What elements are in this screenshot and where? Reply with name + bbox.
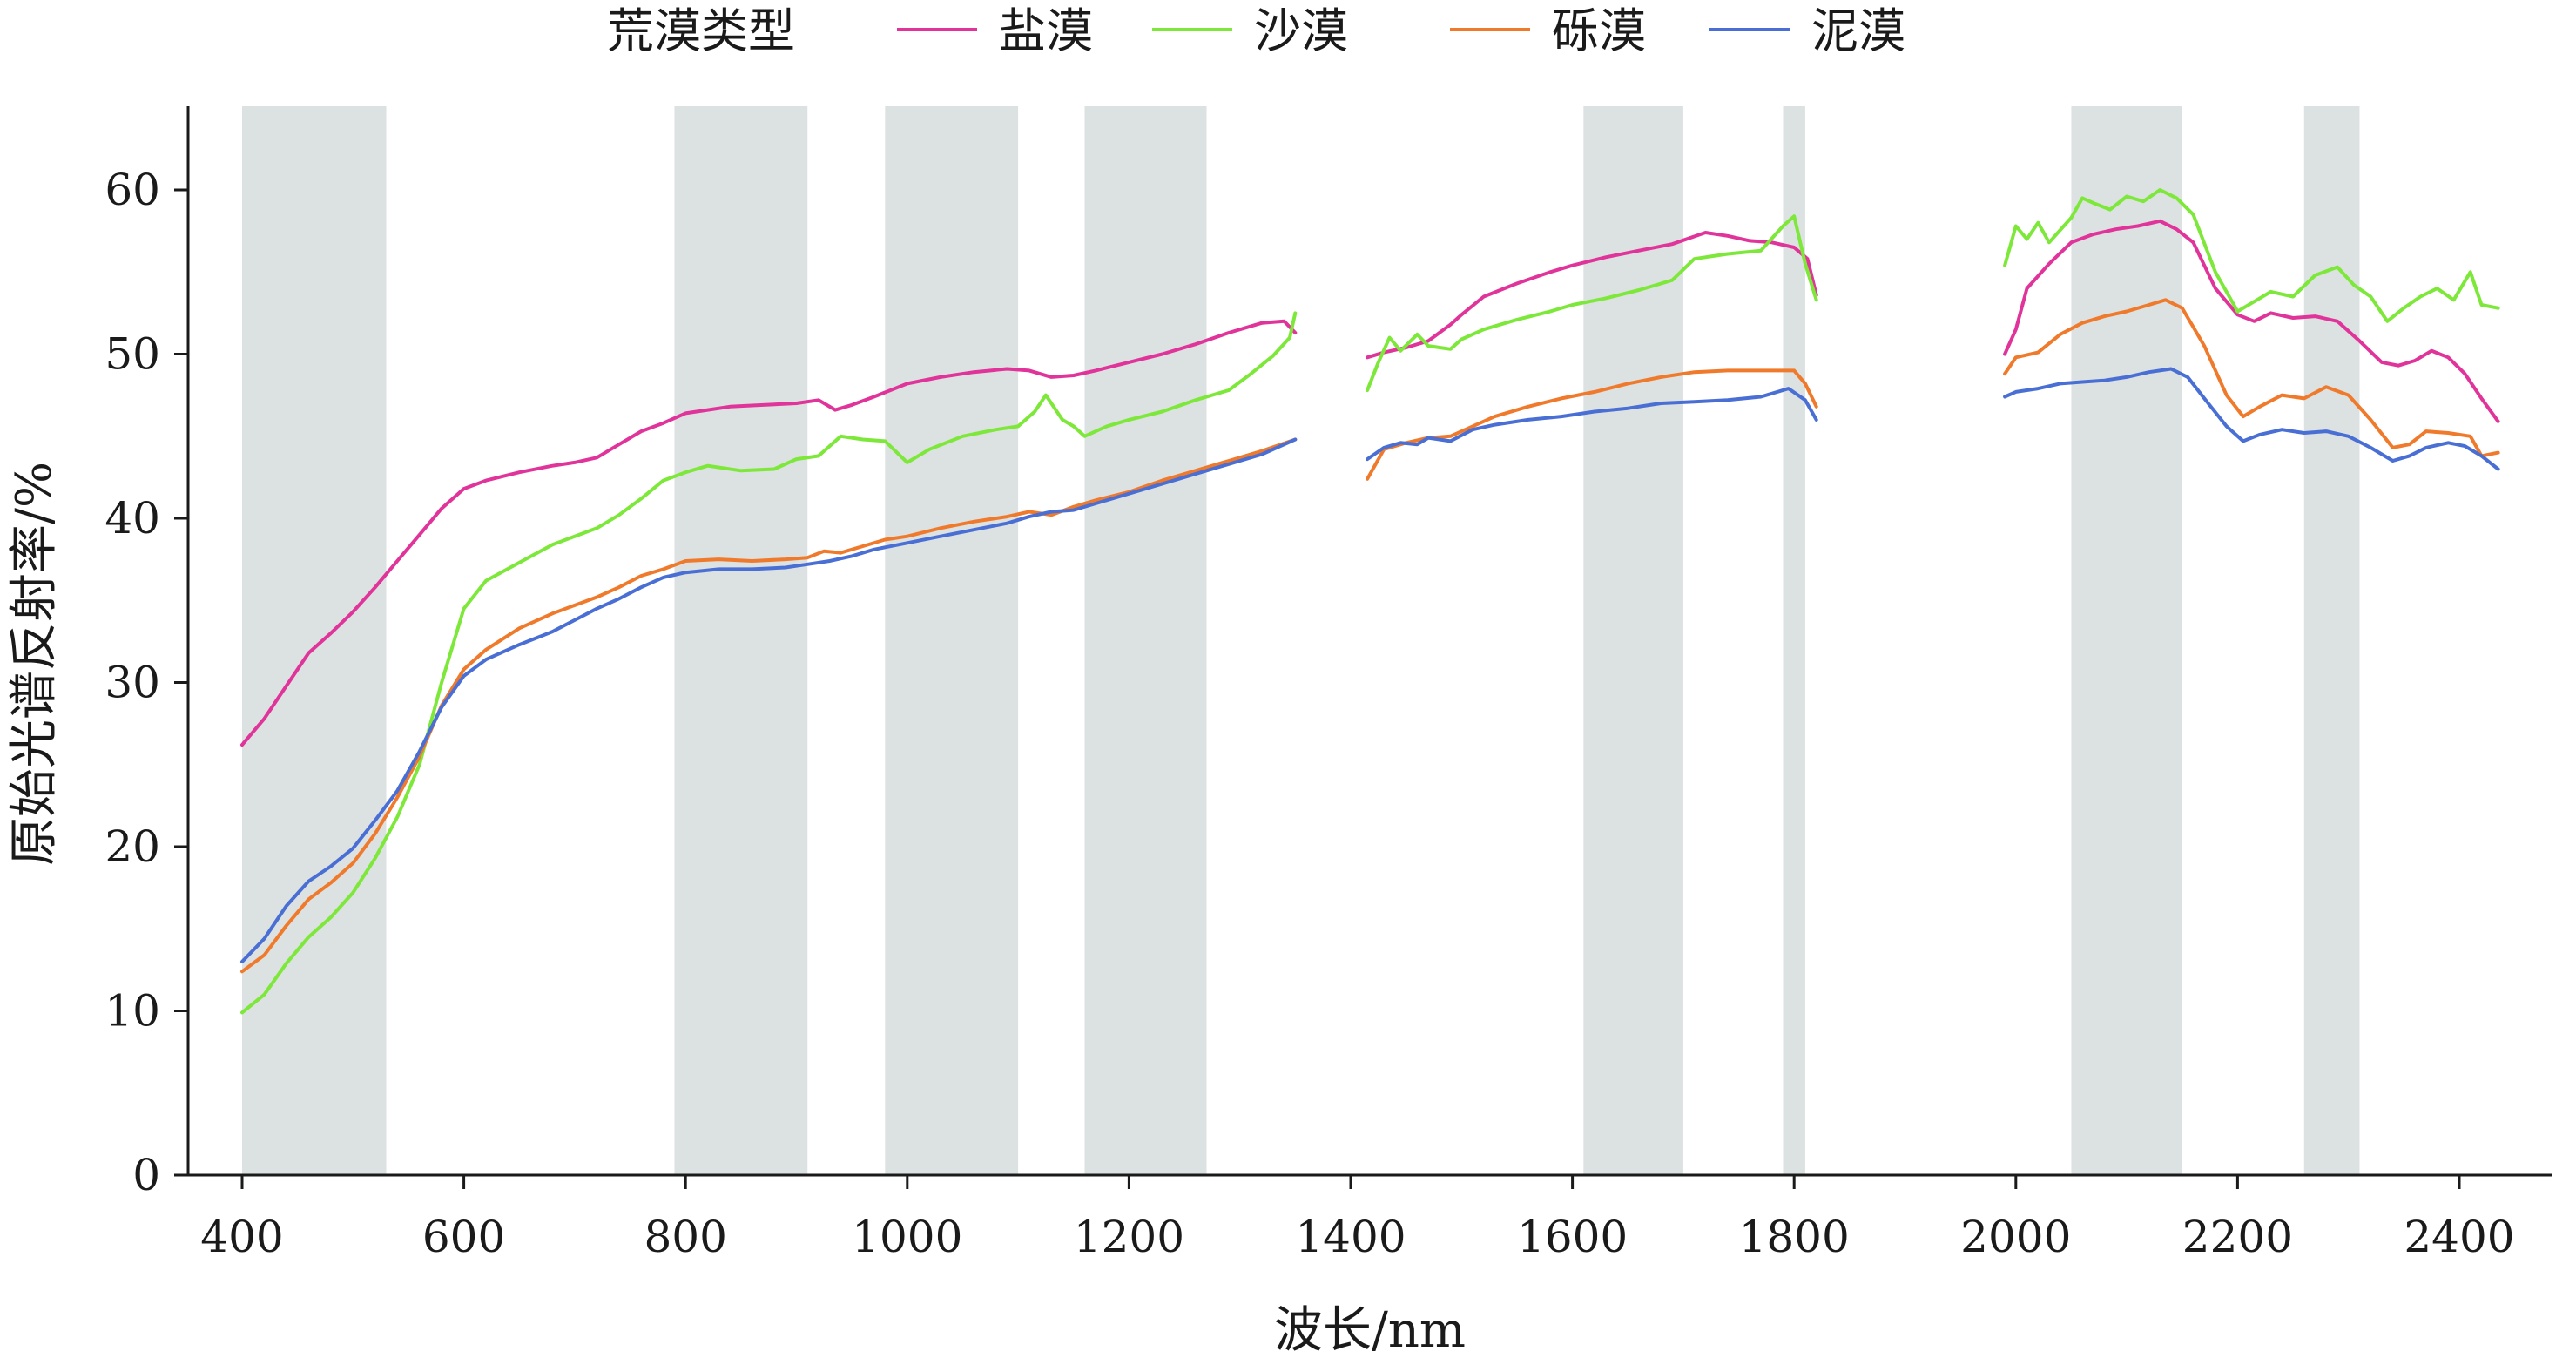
series-3-segment-1 <box>240 437 1298 974</box>
x-tick-label: 2200 <box>2182 1212 2293 1262</box>
x-tick-label: 1000 <box>852 1212 962 1262</box>
series-4-segment-2 <box>1366 387 1818 462</box>
series-4 <box>240 367 2500 963</box>
series-2-segment-3 <box>2003 188 2500 323</box>
x-tick-label: 1800 <box>1739 1212 1850 1262</box>
y-tick-label: 30 <box>105 658 160 708</box>
y-tick-label: 10 <box>105 986 160 1037</box>
x-tick-label: 800 <box>644 1212 726 1262</box>
series-4-segment-3 <box>2003 367 2500 471</box>
y-axis-title: 原始光谱反射率/% <box>6 462 63 866</box>
series-1-segment-1 <box>240 319 1298 747</box>
x-tick-label: 400 <box>200 1212 283 1262</box>
y-tick-label: 60 <box>105 165 160 215</box>
series-3-segment-3 <box>2003 298 2500 458</box>
axes: 0 10 20 30 40 50 60 400 600 800 1000 1200 1400 1600 18… <box>6 106 2552 1358</box>
shaded-band-6 <box>1783 106 1805 1175</box>
series-2-segment-1 <box>240 311 1298 1015</box>
x-tick-label: 2000 <box>1960 1212 2071 1262</box>
shaded-band-4 <box>1084 106 1207 1175</box>
shaded-band-7 <box>2071 106 2182 1175</box>
shaded-band-1 <box>242 106 387 1175</box>
shaded-band-3 <box>885 106 1019 1175</box>
x-axis-title: 波长/nm <box>1274 1302 1466 1358</box>
legend-label: 盐漠 <box>999 3 1093 58</box>
series-4-segment-1 <box>240 437 1298 963</box>
y-tick-label: 0 <box>132 1150 160 1200</box>
series-lines <box>240 188 2500 1015</box>
legend-entry-3: 砾漠 <box>1450 3 1646 58</box>
legend-entry-2: 沙漠 <box>1152 3 1348 58</box>
x-tick-label: 2400 <box>2404 1212 2514 1262</box>
series-2 <box>240 188 2500 1015</box>
x-tick-label: 1600 <box>1517 1212 1628 1262</box>
shaded-band-5 <box>1583 106 1683 1175</box>
shaded-band-2 <box>674 106 808 1175</box>
legend: 荒漠类型 盐漠 沙漠 砾漠 泥漠 <box>607 3 1905 58</box>
legend-title: 荒漠类型 <box>607 3 795 58</box>
legend-entry-4: 泥漠 <box>1709 3 1905 58</box>
series-2-segment-2 <box>1366 214 1818 392</box>
y-tick-label: 20 <box>105 821 160 872</box>
legend-label: 砾漠 <box>1552 3 1646 58</box>
x-tick-label: 1400 <box>1295 1212 1406 1262</box>
legend-entry-1: 盐漠 <box>897 3 1093 58</box>
y-tick-label: 40 <box>105 493 160 544</box>
shaded-band-8 <box>2303 106 2360 1175</box>
x-tick-label: 1200 <box>1074 1212 1184 1262</box>
series-1-segment-3 <box>2003 219 2500 423</box>
shaded-bands <box>242 106 2360 1175</box>
x-tick-label: 600 <box>422 1212 505 1262</box>
y-tick-label: 50 <box>105 329 160 380</box>
legend-label: 泥漠 <box>1811 3 1905 58</box>
legend-label: 沙漠 <box>1254 3 1348 58</box>
